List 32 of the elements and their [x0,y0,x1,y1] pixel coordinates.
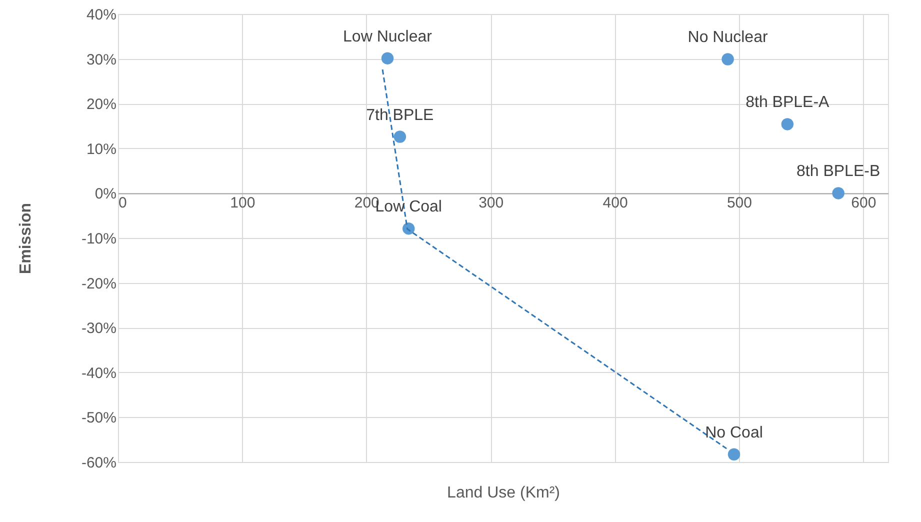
y-tick-label: 40% [86,6,116,24]
y-axis-title: Emission [18,202,34,274]
y-tick-label: -20% [81,275,116,292]
point [728,448,740,460]
y-tick-label: 20% [86,96,116,114]
y-tick-label: -50% [81,410,116,427]
point [832,187,844,200]
y-tick-label: -60% [81,454,116,472]
point [394,130,406,143]
annotation: 8th BPLE-B [796,163,880,180]
annotation: No Coal [705,424,763,442]
x-axis-title: Land Use (Km²) [447,484,560,502]
y-tick-label: -40% [81,364,116,382]
annotation: 7th BPLE [366,106,434,124]
x-tick-label: 300 [478,194,504,212]
x-tick-label: 500 [726,194,752,212]
y-tick-label: -10% [81,230,116,248]
x-tick-label: 0 [118,194,127,212]
annotation: No Nuclear [688,29,768,46]
point [722,53,734,66]
point [381,52,394,64]
x-tick-label: 600 [851,194,876,212]
x-tick-label: 100 [230,194,256,212]
annotation: Low Nuclear [343,28,433,46]
y-tick-label: 30% [86,51,116,68]
annotation: 8th BPLE-A [746,94,830,112]
y-tick-label: 10% [86,140,116,158]
y-tick-label: 0% [94,186,116,203]
point [402,222,415,235]
point [781,118,794,130]
x-tick-label: 400 [602,194,628,212]
y-tick-label: -30% [81,320,116,338]
